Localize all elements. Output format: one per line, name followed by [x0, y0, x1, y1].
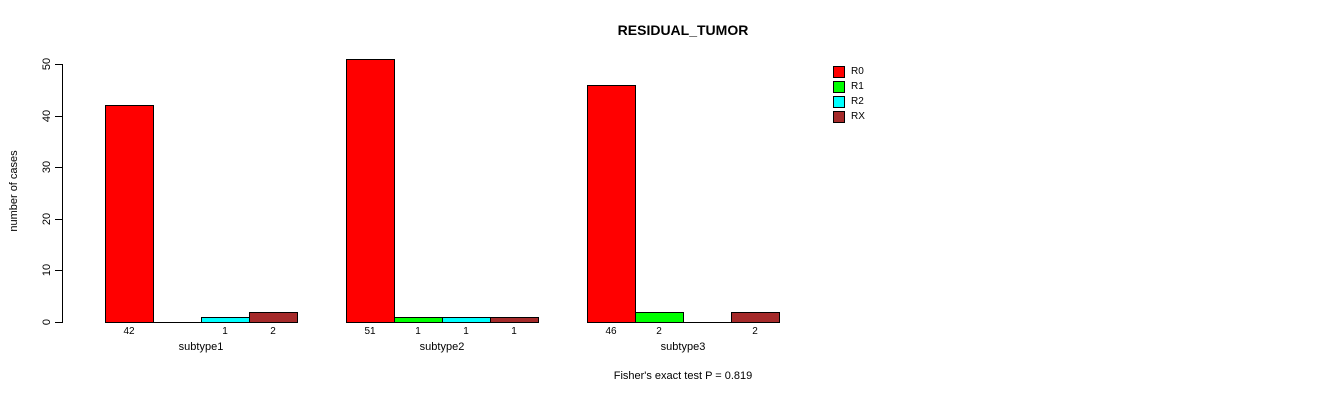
legend-label-R1: R1: [851, 81, 864, 92]
bar-value-label: 2: [752, 326, 758, 337]
y-axis-tick-label: 20: [41, 212, 53, 226]
legend-label-R0: R0: [851, 66, 864, 77]
y-axis-tick: [55, 322, 62, 323]
bar-value-label: 1: [511, 326, 517, 337]
chart-title: RESIDUAL_TUMOR: [617, 22, 749, 38]
bar-subtype2-R1: [394, 317, 443, 323]
bar-value-label: 1: [415, 326, 421, 337]
y-axis-tick-label: 30: [41, 160, 53, 174]
bar-value-label: 42: [123, 326, 135, 337]
bar-value-label: 1: [463, 326, 469, 337]
bar-subtype1-R0: [105, 105, 154, 323]
x-category-label-subtype3: subtype3: [660, 341, 706, 353]
y-axis-line: [62, 64, 63, 323]
bar-subtype2-R2: [442, 317, 491, 323]
bar-value-label: 1: [222, 326, 228, 337]
bar-subtype1-RX: [249, 312, 298, 323]
y-axis-tick-label: 50: [41, 57, 53, 71]
y-axis-tick-label: 40: [41, 109, 53, 123]
legend-label-RX: RX: [851, 111, 865, 122]
y-axis-tick: [55, 64, 62, 65]
y-axis-tick: [55, 116, 62, 117]
x-category-label-subtype2: subtype2: [419, 341, 465, 353]
fisher-test-annotation: Fisher's exact test P = 0.819: [613, 370, 753, 382]
legend-swatch-RX: [833, 111, 845, 123]
bar-subtype3-RX: [731, 312, 780, 323]
legend-label-R2: R2: [851, 96, 864, 107]
y-axis-tick: [55, 219, 62, 220]
legend-swatch-R0: [833, 66, 845, 78]
bar-subtype1-R2: [201, 317, 250, 323]
bar-value-label: 2: [270, 326, 276, 337]
legend-swatch-R2: [833, 96, 845, 108]
bar-subtype3-R1: [635, 312, 684, 323]
bar-subtype2-R0: [346, 59, 395, 323]
bar-value-label: 46: [605, 326, 617, 337]
legend-swatch-R1: [833, 81, 845, 93]
y-axis-tick: [55, 270, 62, 271]
x-category-label-subtype1: subtype1: [178, 341, 224, 353]
bar-subtype3-R0: [587, 85, 636, 323]
y-axis-tick-label: 10: [41, 263, 53, 277]
y-axis-tick: [55, 167, 62, 168]
bar-subtype2-RX: [490, 317, 539, 323]
y-axis-tick-label: 0: [41, 318, 53, 326]
bar-value-label: 51: [364, 326, 376, 337]
bar-value-label: 2: [656, 326, 662, 337]
y-axis-title: number of cases: [8, 150, 20, 232]
